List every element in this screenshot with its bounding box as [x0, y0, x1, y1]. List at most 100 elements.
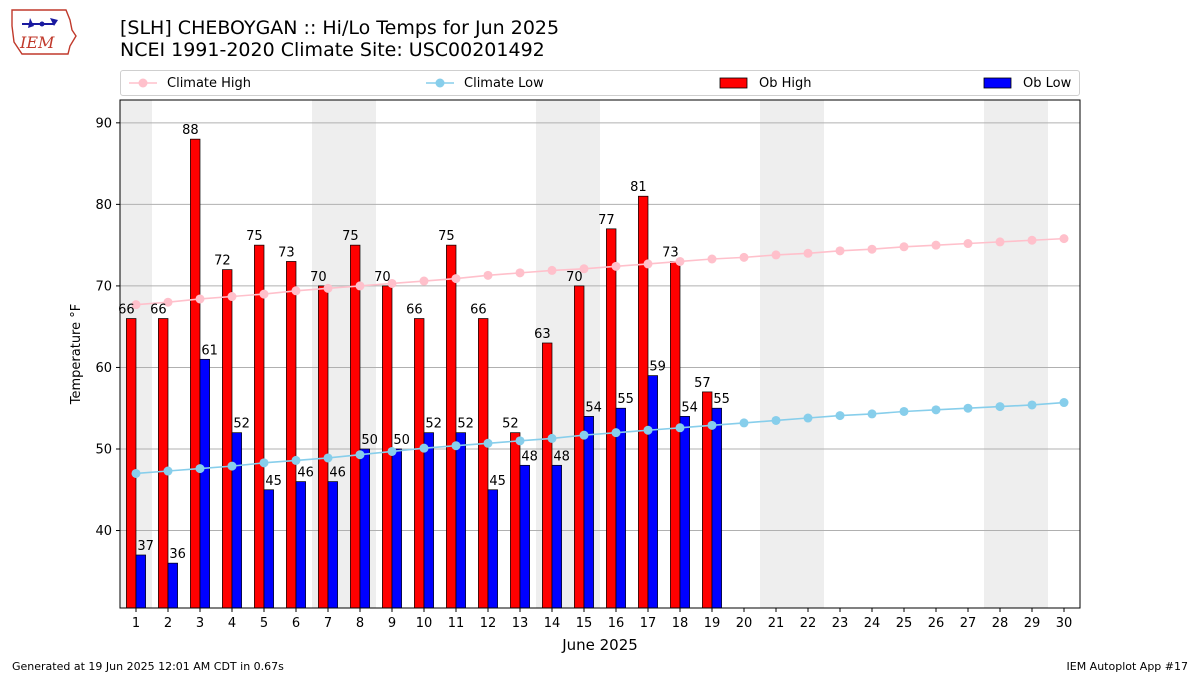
climate-low-line — [135, 401, 1065, 475]
x-tick-label-16: 16 — [608, 616, 625, 631]
legend-ob-high: Ob High — [719, 71, 812, 95]
ob-low-swatch-icon — [983, 77, 1012, 89]
ob-low-bar-5 — [263, 489, 274, 609]
climate-high-point-7 — [323, 283, 333, 293]
climate-high-point-12 — [483, 270, 493, 280]
ob-high-label-6: 73 — [278, 245, 295, 260]
x-tick-label-8: 8 — [356, 616, 364, 631]
y-tick-label-60: 60 — [95, 361, 112, 376]
climate-low-point-28 — [995, 402, 1005, 412]
ob-low-label-13: 48 — [521, 449, 538, 464]
ob-low-bar-8 — [359, 448, 370, 609]
ob-high-label-17: 81 — [630, 180, 647, 195]
climate-low-point-8 — [355, 450, 365, 460]
climate-high-point-23 — [835, 246, 845, 256]
ob-low-label-3: 61 — [201, 343, 218, 358]
climate-high-point-1 — [131, 300, 141, 310]
chart-title: [SLH] CHEBOYGAN :: Hi/Lo Temps for Jun 2… — [120, 17, 560, 39]
climate-low-point-2 — [163, 466, 173, 476]
ob-low-label-7: 46 — [329, 466, 346, 481]
ob-low-bar-14 — [551, 464, 562, 609]
chart-legend: Climate High Climate Low Ob High Ob Low — [120, 70, 1080, 96]
climate-high-point-14 — [547, 265, 557, 275]
climate-low-point-17 — [643, 425, 653, 435]
climate-high-point-11 — [451, 274, 461, 284]
climate-high-point-17 — [643, 259, 653, 269]
weekend-band-22 — [792, 100, 824, 608]
gridlines — [120, 122, 1080, 532]
climate-high-point-3 — [195, 294, 205, 304]
x-tick-label-24: 24 — [864, 616, 881, 631]
climate-low-marker-icon — [426, 78, 454, 88]
ob-low-bar-11 — [455, 432, 466, 609]
weekend-band-21 — [760, 100, 792, 608]
ob-high-label-11: 75 — [438, 229, 455, 244]
climate-lines — [131, 234, 1069, 478]
ob-high-bar-2 — [158, 318, 169, 609]
ob-high-bar-3 — [190, 138, 201, 609]
ob-low-label-10: 52 — [425, 417, 442, 432]
climate-high-point-6 — [291, 286, 301, 296]
ob-high-label-1: 66 — [118, 303, 135, 318]
ob-low-label-4: 52 — [233, 417, 250, 432]
ob-high-label-15: 70 — [566, 270, 583, 285]
legend-climate-low-label: Climate Low — [464, 75, 544, 91]
x-tick-label-9: 9 — [388, 616, 396, 631]
climate-high-point-29 — [1027, 235, 1037, 245]
ob-high-bar-5 — [254, 244, 265, 609]
climate-low-point-1 — [131, 468, 141, 478]
x-tick-label-12: 12 — [480, 616, 497, 631]
legend-ob-low: Ob Low — [983, 71, 1071, 95]
climate-high-point-22 — [803, 248, 813, 258]
climate-low-point-5 — [259, 458, 269, 468]
generated-note: Generated at 19 Jun 2025 12:01 AM CDT in… — [12, 660, 284, 673]
climate-low-point-6 — [291, 455, 301, 465]
ob-low-label-8: 50 — [361, 433, 378, 448]
x-tick-label-2: 2 — [164, 616, 172, 631]
x-tick-label-5: 5 — [260, 616, 268, 631]
ob-high-label-12: 66 — [470, 303, 487, 318]
ob-low-bar-10 — [423, 432, 434, 609]
x-tick-label-28: 28 — [992, 616, 1009, 631]
y-tick-label-70: 70 — [95, 279, 112, 294]
legend-ob-low-label: Ob Low — [1023, 75, 1072, 91]
climate-high-point-25 — [899, 242, 909, 252]
climate-low-point-27 — [963, 403, 973, 413]
climate-high-point-20 — [739, 252, 749, 262]
climate-high-marker-icon — [129, 78, 157, 88]
ob-low-bar-17 — [647, 375, 658, 609]
ob-high-bar-11 — [446, 244, 457, 609]
climate-high-point-28 — [995, 237, 1005, 247]
x-tick-label-22: 22 — [800, 616, 817, 631]
climate-low-point-15 — [579, 430, 589, 440]
ob-high-label-7: 70 — [310, 270, 327, 285]
climate-low-point-9 — [387, 446, 397, 456]
climate-low-point-29 — [1027, 400, 1037, 410]
temperature-chart: 66 66887275737075706675665263707781735737… — [69, 99, 1081, 654]
ob-high-bar-18 — [670, 261, 681, 609]
climate-high-point-8 — [355, 281, 365, 291]
ob-low-bar-1 — [135, 554, 146, 609]
ob-low-bar-19 — [711, 407, 722, 609]
ob-high-label-5: 75 — [246, 229, 263, 244]
app-note: IEM Autoplot App #17 — [1066, 660, 1189, 673]
climate-low-point-10 — [419, 443, 429, 453]
ob-low-label-16: 55 — [617, 392, 634, 407]
ob-high-bar-15 — [574, 285, 585, 609]
x-tick-label-3: 3 — [196, 616, 204, 631]
climate-high-point-5 — [259, 289, 269, 299]
climate-low-point-11 — [451, 441, 461, 451]
climate-high-point-16 — [611, 261, 621, 271]
ob-high-bar-13 — [510, 432, 521, 609]
x-tick-label-11: 11 — [448, 616, 465, 631]
y-tick-label-90: 90 — [95, 116, 112, 131]
ob-low-bar-12 — [487, 489, 498, 609]
x-tick-label-4: 4 — [228, 616, 236, 631]
x-tick-label-27: 27 — [960, 616, 977, 631]
x-tick-label-30: 30 — [1056, 616, 1073, 631]
weekend-shading — [120, 100, 1048, 608]
ob-low-label-19: 55 — [713, 392, 730, 407]
ob-high-bar-4 — [222, 269, 233, 609]
x-tick-label-23: 23 — [832, 616, 849, 631]
x-tick-label-14: 14 — [544, 616, 561, 631]
